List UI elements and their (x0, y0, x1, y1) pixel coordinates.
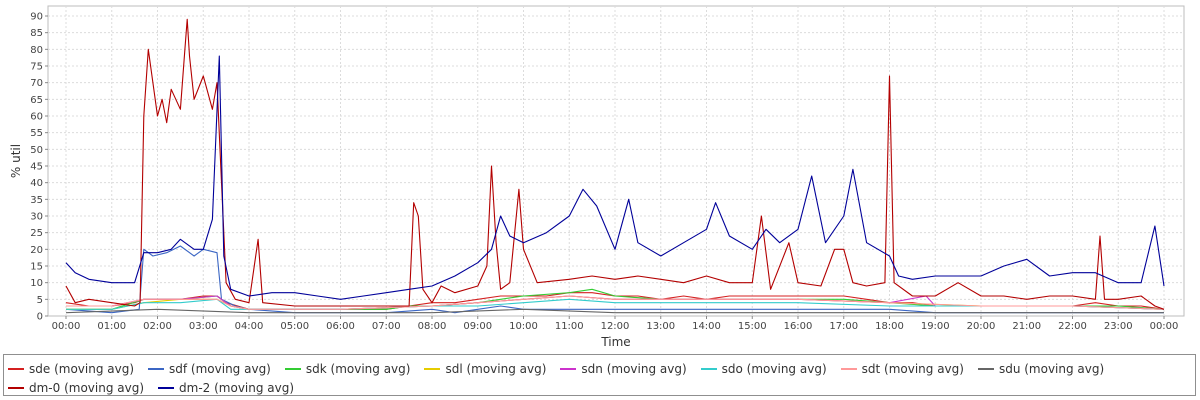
legend-item: dm-0 (moving avg) (8, 379, 144, 396)
legend-item: sdf (moving avg) (148, 361, 271, 378)
y-tick-label: 55 (30, 128, 43, 139)
legend-item: sde (moving avg) (8, 361, 134, 378)
legend-item: dm-2 (moving avg) (158, 379, 294, 396)
x-tick-label: 02:00 (143, 321, 172, 332)
legend-swatch (424, 368, 441, 370)
legend-item: sdn (moving avg) (560, 361, 687, 378)
legend-item: sdl (moving avg) (424, 361, 546, 378)
x-tick-label: 05:00 (280, 321, 309, 332)
x-tick-label: 16:00 (784, 321, 813, 332)
legend-swatch (8, 368, 24, 370)
legend-label: sdo (moving avg) (721, 362, 827, 376)
legend-label: dm-0 (moving avg) (29, 380, 145, 395)
y-tick-label: 15 (30, 262, 43, 273)
y-tick-label: 70 (30, 78, 43, 89)
x-tick-label: 00:00 (1150, 321, 1179, 332)
plot-area (47, 5, 1185, 317)
x-tick-label: 15:00 (738, 321, 767, 332)
x-axis-ticks: 00:00 01:00 02:00 03:00 04:00 05:00 06:00 07:00… (52, 316, 1179, 332)
legend-label: sdt (moving avg) (861, 362, 964, 376)
x-axis-title: Time (600, 335, 630, 349)
legend-item: sdu (moving avg) (977, 361, 1105, 378)
legend-swatch (284, 368, 301, 370)
series-lines (65, 18, 1165, 314)
x-tick-label: 08:00 (418, 321, 447, 332)
x-tick-label: 22:00 (1058, 321, 1087, 332)
x-tick-label: 00:00 (52, 321, 81, 332)
legend-swatch (700, 368, 717, 370)
y-tick-label: 30 (30, 212, 43, 223)
y-tick-label: 85 (30, 28, 43, 39)
legend-swatch (977, 368, 994, 370)
x-tick-label: 21:00 (1012, 321, 1041, 332)
x-tick-label: 11:00 (555, 321, 584, 332)
x-tick-label: 17:00 (829, 321, 858, 332)
y-tick-label: 25 (30, 228, 43, 239)
x-tick-label: 19:00 (921, 321, 950, 332)
legend-label: sde (moving avg) (29, 362, 135, 376)
x-tick-label: 10:00 (509, 321, 538, 332)
series-line-sdt (66, 295, 1165, 310)
y-tick-label: 80 (30, 45, 43, 56)
y-tick-label: 10 (30, 278, 43, 289)
y-tick-label: 5 (37, 295, 43, 306)
y-tick-label: 60 (30, 112, 43, 123)
y-tick-label: 50 (30, 145, 43, 156)
y-axis-title: % util (9, 144, 23, 178)
series-line-dm-0 (65, 18, 1165, 310)
y-tick-label: 0 (37, 312, 43, 323)
legend-label: sdu (moving avg) (998, 362, 1105, 376)
legend-swatch (840, 368, 857, 370)
legend: sde (moving avg) sdf (moving avg) sdk (mov… (3, 354, 1196, 396)
x-tick-label: 06:00 (326, 321, 355, 332)
x-tick-label: 07:00 (372, 321, 401, 332)
legend-label: dm-2 (moving avg) (179, 380, 295, 395)
x-tick-label: 12:00 (601, 321, 630, 332)
legend-item: sdo (moving avg) (700, 361, 827, 378)
y-tick-label: 40 (30, 178, 43, 189)
x-tick-label: 03:00 (189, 321, 218, 332)
legend-label: sdf (moving avg) (169, 362, 271, 376)
legend-label: sdk (moving avg) (305, 362, 411, 376)
y-tick-label: 90 (30, 12, 43, 23)
legend-swatch (148, 368, 165, 370)
legend-label: sdn (moving avg) (581, 362, 687, 376)
legend-item: sdk (moving avg) (284, 361, 411, 378)
x-tick-label: 18:00 (875, 321, 904, 332)
x-tick-label: 20:00 (967, 321, 996, 332)
legend-swatch (158, 386, 175, 389)
legend-swatch (8, 386, 24, 389)
y-tick-label: 75 (30, 62, 43, 73)
series-line-sdu (65, 308, 1164, 314)
legend-swatch (560, 368, 577, 370)
x-tick-label: 09:00 (463, 321, 492, 332)
y-axis-ticks: 0 5 10 15 20 25 30 35 40 45 50 55 60 65 70 75 80 85 90 (30, 12, 48, 323)
x-tick-label: 14:00 (692, 321, 721, 332)
x-tick-label: 04:00 (235, 321, 264, 332)
x-tick-label: 23:00 (1104, 321, 1133, 332)
series-line-dm-2 (65, 55, 1165, 300)
series-line-sdo (66, 298, 1165, 310)
line-chart: 0 5 10 15 20 25 30 35 40 45 50 55 60 65 70 75 80 85 90 00:… (9, 5, 1185, 349)
y-tick-label: 65 (30, 95, 43, 106)
y-tick-label: 45 (30, 162, 43, 173)
legend-item: sdt (moving avg) (840, 361, 964, 378)
series-line-sdf (65, 245, 1164, 314)
legend-label: sdl (moving avg) (445, 362, 547, 376)
x-tick-label: 13:00 (646, 321, 675, 332)
y-tick-label: 35 (30, 195, 43, 206)
y-tick-label: 20 (30, 245, 43, 256)
x-tick-label: 01:00 (97, 321, 126, 332)
